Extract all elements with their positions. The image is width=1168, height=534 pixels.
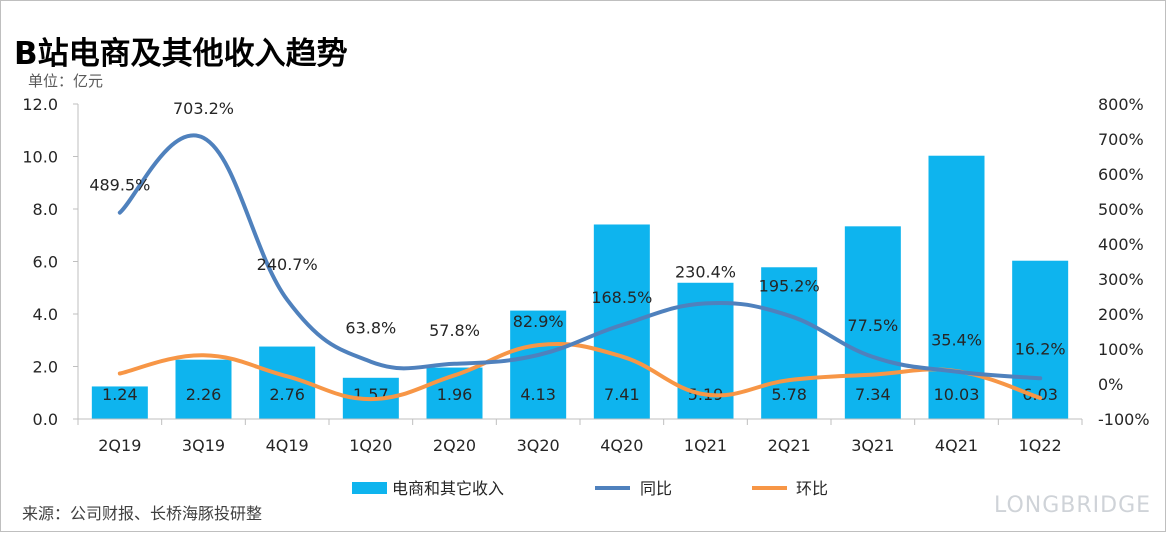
line-data-labels: 489.5% 703.2% 240.7% 63.8% 57.8% 82.9% 168.5% 2… (89, 99, 1065, 358)
y-axis-right: -100% 0% 100% 200% 300% 400% 500% 600% 700% 800% (1098, 95, 1150, 429)
y-right-tick-label: 100% (1098, 340, 1144, 359)
x-tick-label: 2Q20 (433, 436, 476, 455)
y-left-tick-label: 6.0 (33, 253, 58, 272)
x-tick-label: 4Q20 (600, 436, 643, 455)
page-title: B站电商及其他收入趋势 (14, 36, 348, 72)
yoy-data-label: 703.2% (173, 99, 234, 118)
y-axis-left: 0.0 2.0 4.0 6.0 8.0 10.0 12.0 (22, 95, 79, 429)
legend-bar-label: 电商和其它收入 (392, 479, 504, 498)
y-right-tick-label: 800% (1098, 95, 1144, 114)
x-tick-label: 4Q21 (935, 436, 978, 455)
qoq-line (117, 341, 1043, 402)
x-tick-label: 1Q21 (684, 436, 727, 455)
bar-data-label: 2.76 (269, 385, 305, 404)
legend: 电商和其它收入 同比 环比 (352, 479, 828, 498)
source-note: 来源：公司财报、长桥海豚投研整 (22, 504, 263, 523)
bar (91, 386, 148, 419)
y-right-tick-label: 300% (1098, 270, 1144, 289)
y-right-tick-label: 200% (1098, 305, 1144, 324)
bar (510, 310, 567, 419)
bar-data-label: 7.41 (604, 385, 640, 404)
legend-qoq-label: 环比 (796, 479, 828, 498)
yoy-data-label: 82.9% (513, 312, 564, 331)
yoy-data-label: 230.4% (675, 262, 736, 281)
legend-bar-swatch (352, 482, 387, 494)
bar-data-label: 5.78 (771, 385, 807, 404)
bar-data-label: 6.03 (1022, 385, 1058, 404)
y-right-tick-label: -100% (1098, 410, 1150, 429)
y-right-tick-label: 700% (1098, 130, 1144, 149)
x-tick-label: 3Q20 (517, 436, 560, 455)
bar-data-label: 10.03 (934, 385, 980, 404)
y-left-tick-label: 12.0 (22, 95, 58, 114)
yoy-data-label: 195.2% (759, 277, 820, 296)
bar (593, 224, 650, 419)
unit-label: 单位：亿元 (28, 72, 104, 90)
y-left-tick-label: 0.0 (33, 410, 58, 429)
bar (175, 359, 232, 419)
brand-watermark: LONGBRIDGE (994, 493, 1152, 518)
y-left-tick-label: 2.0 (33, 358, 58, 377)
bar (761, 267, 818, 419)
bar-data-label: 1.24 (102, 385, 138, 404)
x-tick-label: 2Q19 (98, 436, 141, 455)
bar-data-label: 4.13 (520, 385, 556, 404)
yoy-data-label: 168.5% (591, 288, 652, 307)
bar-data-label: 2.26 (186, 385, 222, 404)
yoy-data-label: 35.4% (931, 331, 982, 350)
yoy-data-label: 57.8% (429, 321, 480, 340)
bar-data-label: 1.57 (353, 385, 389, 404)
x-axis: 2Q19 3Q19 4Q19 1Q20 2Q20 3Q20 4Q20 1Q21 2Q21 3Q21… (77, 418, 1083, 455)
x-tick-label: 3Q19 (182, 436, 225, 455)
x-tick-label: 3Q21 (851, 436, 894, 455)
bar (844, 226, 901, 419)
y-right-tick-label: 600% (1098, 165, 1144, 184)
bar-data-label: 7.34 (855, 385, 891, 404)
yoy-line (117, 133, 1043, 381)
y-left-tick-label: 8.0 (33, 200, 58, 219)
x-tick-label: 1Q22 (1019, 436, 1062, 455)
x-tick-label: 4Q19 (266, 436, 309, 455)
bar (928, 155, 985, 419)
yoy-data-label: 77.5% (847, 316, 898, 335)
x-tick-label: 1Q20 (349, 436, 392, 455)
line-series (117, 133, 1043, 402)
yoy-data-label: 489.5% (89, 176, 150, 195)
yoy-data-label: 240.7% (257, 255, 318, 274)
y-right-tick-label: 400% (1098, 235, 1144, 254)
x-tick-label: 2Q21 (768, 436, 811, 455)
y-right-tick-label: 0% (1098, 375, 1123, 394)
y-right-tick-label: 500% (1098, 200, 1144, 219)
bar-data-labels: 1.24 2.26 2.76 1.57 1.96 4.13 7.41 5.19 5.78 7.34… (102, 385, 1058, 404)
bar-data-label: 1.96 (437, 385, 473, 404)
y-left-tick-label: 10.0 (22, 148, 58, 167)
yoy-data-label: 16.2% (1015, 339, 1066, 358)
yoy-data-label: 63.8% (345, 319, 396, 338)
legend-yoy-label: 同比 (640, 479, 672, 498)
y-left-tick-label: 4.0 (33, 305, 58, 324)
